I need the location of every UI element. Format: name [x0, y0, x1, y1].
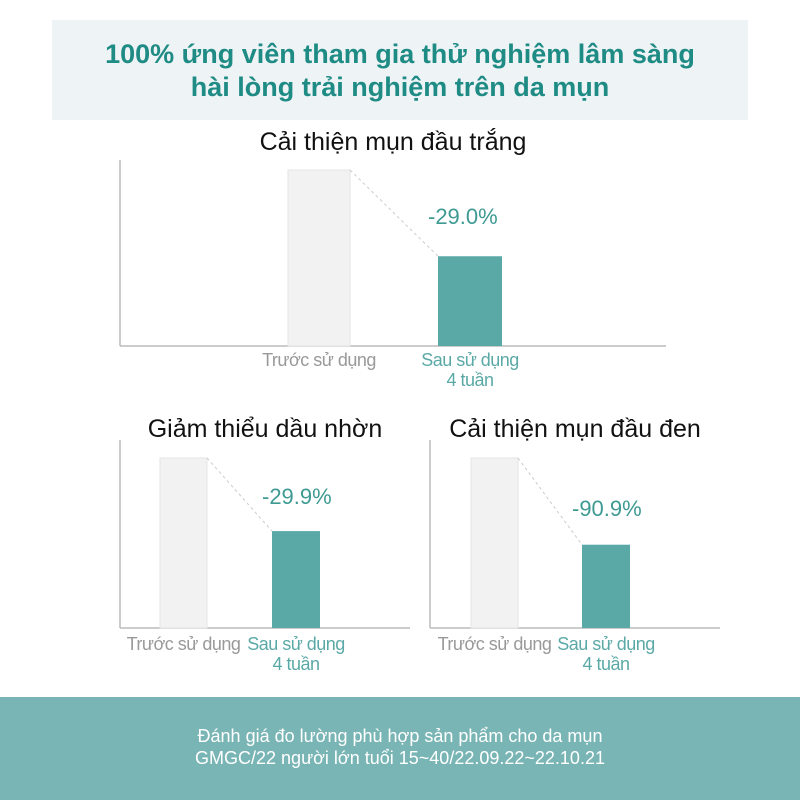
chart-title: Cải thiện mụn đầu trắng: [259, 128, 527, 156]
tick-label-before: Trước sử dụng: [126, 634, 241, 654]
tick-label-before: Trước sử dụng: [437, 634, 552, 654]
change-percent-label: -90.9%: [572, 496, 642, 521]
footer-banner: Đánh giá đo lường phù hợp sản phẩm cho d…: [0, 697, 800, 800]
connector-line: [349, 169, 439, 257]
footer-line-1: Đánh giá đo lường phù hợp sản phẩm cho d…: [197, 726, 603, 746]
bar-after: [438, 256, 502, 346]
chart-title: Giảm thiểu dầu nhờn: [147, 415, 383, 443]
tick-label-after: Sau sử dụng 4 tuần: [557, 634, 655, 674]
change-percent-label: -29.9%: [262, 484, 332, 509]
headline-line-2: hài lòng trải nghiệm trên da mụn: [190, 72, 610, 102]
header-banner: 100% ứng viên tham gia thử nghiệm lâm sà…: [52, 20, 748, 120]
tick-label-before: Trước sử dụng: [262, 350, 376, 370]
bar-after: [582, 544, 630, 628]
footer-line-2: GMGC/22 người lớn tuổi 15~40/22.09.22~22…: [195, 748, 605, 768]
bar-before: [470, 457, 519, 629]
connector-line: [206, 457, 273, 532]
change-percent-label: -29.0%: [428, 204, 498, 229]
headline-line-1: 100% ứng viên tham gia thử nghiệm lâm sà…: [105, 39, 695, 69]
bar-before: [159, 457, 208, 629]
tick-label-after: Sau sử dụng 4 tuần: [421, 350, 519, 390]
bar-after: [272, 531, 320, 628]
chart-title: Cải thiện mụn đầu đen: [449, 415, 701, 443]
tick-label-after: Sau sử dụng 4 tuần: [247, 634, 345, 674]
bar-before: [287, 169, 351, 347]
